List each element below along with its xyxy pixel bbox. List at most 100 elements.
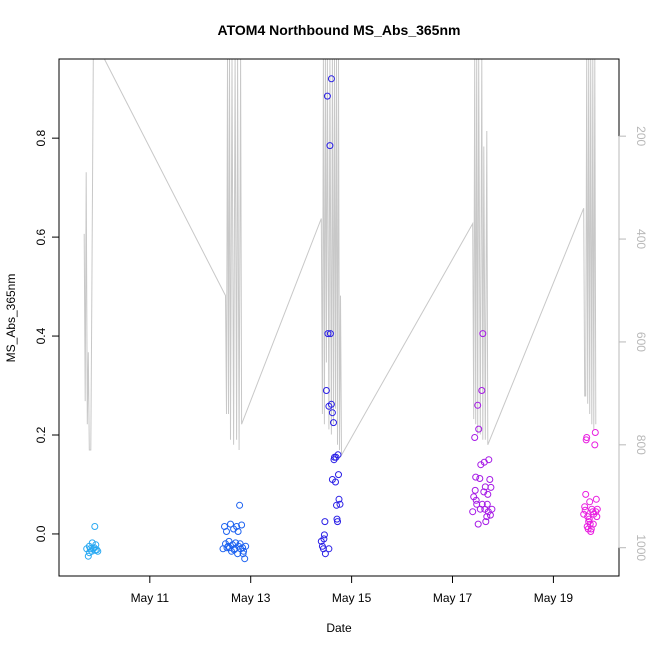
x-axis: May 11 May 13 May 15 May 17 May 19	[131, 575, 574, 605]
secondary-line	[83, 59, 597, 457]
x-tick-label: May 13	[231, 591, 271, 605]
data-point	[475, 425, 483, 433]
data-point	[472, 496, 480, 504]
data-point	[581, 506, 589, 514]
data-point	[233, 523, 241, 530]
data-point	[92, 541, 100, 549]
series-5	[580, 429, 601, 535]
y-axis-label: MS_Abs_365nm	[4, 274, 18, 363]
data-point	[333, 515, 341, 523]
data-point	[230, 546, 238, 554]
data-point	[480, 458, 488, 466]
data-point	[225, 537, 233, 545]
data-point	[239, 550, 247, 558]
data-point	[94, 547, 102, 555]
data-point	[224, 542, 232, 550]
data-point	[236, 540, 244, 548]
data-point	[84, 552, 92, 560]
data-point	[479, 330, 487, 338]
data-point	[320, 531, 328, 539]
data-point	[323, 92, 331, 100]
data-point	[584, 525, 592, 533]
y-tick-label: 0.6	[34, 228, 48, 245]
series-1	[83, 523, 102, 560]
data-point	[324, 330, 332, 338]
series-3	[317, 75, 344, 558]
data-point	[334, 518, 341, 526]
data-point	[476, 475, 484, 482]
series-4	[469, 330, 496, 528]
data-point	[241, 555, 249, 563]
data-point	[321, 518, 329, 526]
data-point	[336, 500, 344, 508]
data-point	[483, 500, 491, 508]
data-point	[223, 544, 231, 552]
data-point	[328, 476, 336, 483]
scatter-points-layer	[83, 75, 601, 563]
secondary-y-axis: 200 400 600 800 1000	[618, 126, 648, 561]
data-point	[326, 142, 334, 150]
series-2	[219, 501, 250, 563]
data-point	[326, 330, 334, 338]
secondary-y-tick-label: 400	[634, 229, 648, 249]
data-point	[483, 513, 491, 521]
data-point	[591, 429, 599, 436]
data-point	[327, 75, 335, 83]
data-point	[593, 513, 601, 521]
data-point	[242, 542, 250, 550]
data-point	[471, 486, 479, 494]
data-point	[582, 490, 590, 498]
data-point	[592, 495, 600, 503]
data-point	[85, 549, 93, 557]
data-point	[486, 476, 494, 483]
data-point	[234, 528, 242, 535]
data-point	[472, 473, 480, 481]
data-point	[487, 483, 495, 491]
data-point	[478, 500, 486, 508]
data-point	[335, 471, 342, 479]
data-point	[335, 495, 343, 503]
data-point	[583, 434, 591, 441]
data-point	[333, 501, 340, 509]
y-tick-label: 0.4	[34, 327, 48, 344]
data-point	[486, 511, 494, 519]
data-point	[325, 545, 333, 553]
data-point	[93, 546, 101, 554]
data-point	[332, 453, 340, 461]
data-point	[474, 520, 482, 528]
data-point	[321, 550, 329, 558]
y-tick-label: 0.0	[34, 525, 48, 542]
data-point	[481, 483, 489, 491]
x-tick-label: May 11	[131, 591, 170, 605]
secondary-line-layer	[83, 59, 597, 457]
data-point	[469, 508, 477, 516]
data-point	[91, 523, 99, 530]
x-tick-label: May 17	[433, 591, 473, 605]
data-point	[592, 508, 600, 516]
data-point	[471, 434, 479, 441]
data-point	[325, 402, 333, 410]
y-tick-label: 0.8	[34, 129, 48, 146]
data-point	[328, 409, 336, 417]
data-point	[478, 387, 486, 394]
data-point	[238, 521, 246, 529]
data-point	[227, 520, 234, 528]
y-axis: 0.0 0.2 0.4 0.6 0.8	[34, 129, 60, 542]
data-point	[330, 419, 337, 427]
x-axis-label: Date	[326, 621, 352, 635]
data-point	[581, 503, 589, 511]
secondary-y-tick-label: 600	[634, 332, 648, 352]
data-point	[484, 490, 492, 498]
data-point	[484, 508, 492, 516]
secondary-y-tick-label: 200	[634, 126, 648, 146]
data-point	[320, 535, 328, 543]
data-point	[585, 515, 593, 523]
data-point	[589, 520, 597, 528]
y-tick-label: 0.2	[34, 426, 48, 443]
secondary-y-tick-label: 1000	[634, 534, 648, 561]
data-point	[474, 401, 482, 409]
x-tick-label: May 19	[534, 591, 574, 605]
data-point	[586, 498, 594, 506]
chart-title: ATOM4 Northbound MS_Abs_365nm	[218, 22, 461, 38]
